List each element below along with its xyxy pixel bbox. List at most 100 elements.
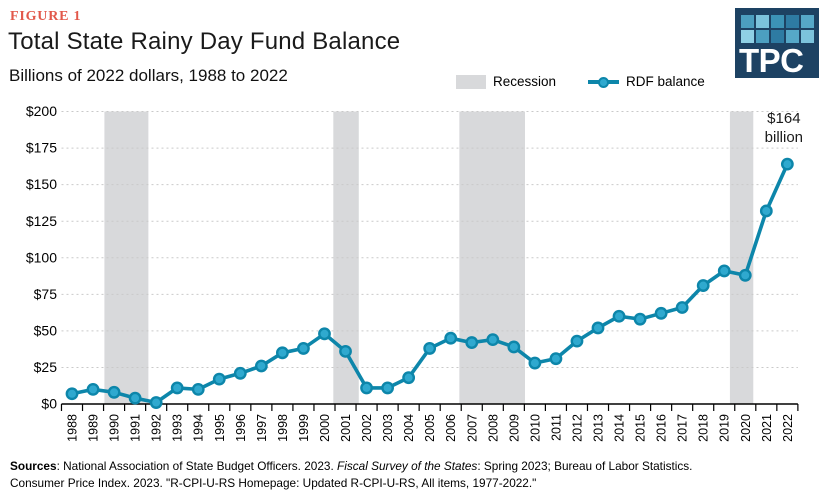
x-tick-label: 1997 <box>255 414 269 442</box>
data-point-2013 <box>591 321 605 335</box>
sources-line-1: Sources: National Association of State B… <box>10 459 693 473</box>
legend-rdf-balance: RDF balance <box>588 74 705 89</box>
logo-square <box>771 30 784 43</box>
data-point-1990 <box>107 385 121 399</box>
x-tick-label: 2021 <box>760 414 774 442</box>
logo-square <box>741 15 754 28</box>
data-point-2017 <box>675 301 689 314</box>
logo-square <box>786 30 799 43</box>
x-tick-label: 2005 <box>423 414 437 442</box>
x-tick-label: 2019 <box>718 414 732 442</box>
data-point-2020 <box>738 268 752 282</box>
x-tick-label: 2010 <box>528 414 542 442</box>
x-tick-label: 2003 <box>381 414 395 442</box>
data-point-1994 <box>191 382 205 396</box>
x-tick-label: 1995 <box>213 414 227 442</box>
y-axis-label: $125 <box>26 213 57 229</box>
data-point-2021 <box>759 204 773 218</box>
x-tick-label: 1998 <box>276 414 290 442</box>
x-tick-label: 1991 <box>129 414 143 442</box>
data-point-2019 <box>717 264 731 278</box>
x-tick-label: 2002 <box>360 414 374 442</box>
logo-square <box>756 30 769 43</box>
data-point-2015 <box>633 312 647 326</box>
tpc-logo-text: TPC <box>739 42 804 79</box>
data-point-2022 <box>780 157 794 171</box>
data-point-2012 <box>570 334 584 348</box>
sources-line-2: Consumer Price Index. 2023. "R-CPI-U-RS … <box>10 476 537 491</box>
legend-recession: Recession <box>456 74 556 89</box>
figure-number-label: FIGURE 1 <box>10 9 82 24</box>
data-point-2016 <box>654 306 668 320</box>
data-point-2007 <box>465 336 479 349</box>
rdf-balance-line <box>70 162 790 405</box>
logo-square <box>756 15 769 28</box>
x-tick-label: 2017 <box>676 414 690 442</box>
sources-note: Sources: National Association of State B… <box>10 458 820 492</box>
x-tick-label: 2012 <box>570 414 584 442</box>
logo-square <box>786 15 799 28</box>
data-point-1999 <box>297 342 310 355</box>
data-point-2011 <box>549 352 563 366</box>
x-tick-label: 2013 <box>592 414 606 442</box>
x-tick-label: 2015 <box>634 414 648 442</box>
x-tick-label: 1994 <box>192 414 206 442</box>
data-point-2006 <box>444 331 458 345</box>
x-tick-label: 2000 <box>318 414 332 442</box>
data-point-1988 <box>65 387 79 401</box>
x-tick-label: 1988 <box>66 414 80 442</box>
x-tick-label: 2020 <box>739 414 753 442</box>
y-axis-label: $200 <box>26 103 57 119</box>
logo-square <box>801 15 814 28</box>
x-tick-label: 2022 <box>781 414 795 442</box>
data-point-1998 <box>275 346 289 360</box>
data-point-1996 <box>233 366 247 380</box>
recession-swatch <box>456 74 486 89</box>
x-tick-label: 2008 <box>486 414 500 442</box>
y-axis-label: $175 <box>26 140 57 156</box>
tpc-logo: TPC <box>735 8 819 78</box>
x-tick-label: 1989 <box>87 414 101 442</box>
chart-subtitle: Billions of 2022 dollars, 1988 to 2022 <box>9 66 288 85</box>
x-tick-label: 1990 <box>108 414 122 442</box>
x-tick-label: 2011 <box>549 414 563 441</box>
x-tick-label: 2009 <box>507 414 521 442</box>
data-point-1995 <box>212 372 226 386</box>
tpc-logo-mosaic <box>741 15 814 43</box>
data-point-1997 <box>254 359 268 373</box>
peak-annotation: billion <box>765 129 803 146</box>
x-tick-label: 2014 <box>613 414 627 442</box>
data-point-2000 <box>318 327 331 341</box>
y-axis-label: $150 <box>26 176 57 192</box>
x-tick-label: 2007 <box>465 414 479 442</box>
data-point-2005 <box>423 342 437 355</box>
data-point-2001 <box>339 344 352 358</box>
x-tick-label: 2004 <box>402 414 416 442</box>
x-tick-label: 1996 <box>234 414 248 442</box>
data-point-2009 <box>507 340 521 354</box>
y-axis-label: $75 <box>34 286 58 302</box>
x-tick-label: 1992 <box>150 414 164 442</box>
x-tick-label: 2001 <box>339 414 353 442</box>
logo-square <box>801 30 814 43</box>
x-tick-label: 2018 <box>697 414 711 442</box>
data-point-1991 <box>128 391 142 405</box>
data-point-2018 <box>696 279 710 292</box>
x-tick-label: 1999 <box>297 414 311 442</box>
data-point-1992 <box>149 396 163 409</box>
x-tick-label: 2016 <box>655 414 669 442</box>
data-point-2003 <box>381 381 394 395</box>
rdf-line-swatch <box>588 75 619 89</box>
data-point-2002 <box>360 381 373 395</box>
x-tick-label: 1993 <box>171 414 185 442</box>
legend-rdf-label: RDF balance <box>626 74 705 89</box>
y-axis-label: $100 <box>26 249 57 265</box>
y-axis-label: $0 <box>41 396 57 412</box>
data-point-1993 <box>170 381 184 395</box>
peak-annotation: $164 <box>767 110 800 127</box>
logo-square <box>771 15 784 28</box>
chart-title: Total State Rainy Day Fund Balance <box>8 28 401 55</box>
data-point-2004 <box>402 371 416 385</box>
legend-recession-label: Recession <box>493 74 557 89</box>
